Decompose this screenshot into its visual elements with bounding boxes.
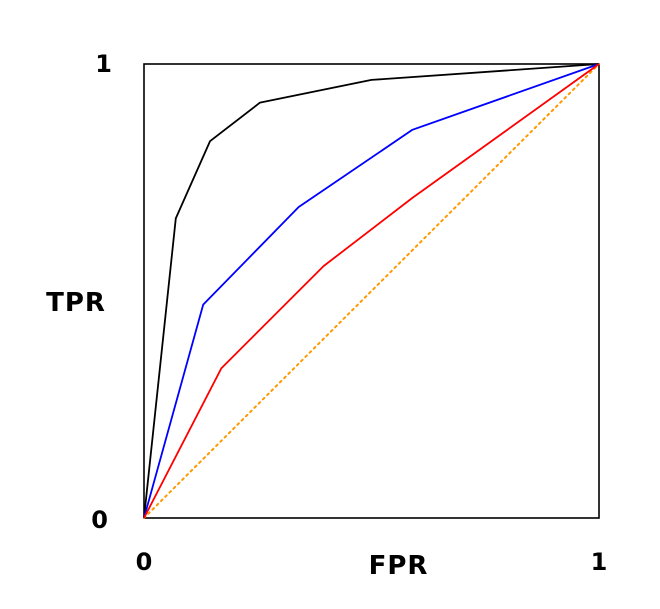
series-line-3 bbox=[143, 63, 600, 519]
y-tick-label-top: 1 bbox=[95, 50, 112, 78]
x-tick-label-left: 0 bbox=[136, 548, 153, 576]
x-tick-label-right: 1 bbox=[591, 548, 608, 576]
series-layer bbox=[143, 63, 600, 519]
x-axis-label: FPR bbox=[369, 551, 429, 581]
series-line-1 bbox=[143, 63, 600, 519]
series-line-4 bbox=[143, 63, 600, 519]
y-tick-label-bottom: 0 bbox=[91, 506, 108, 534]
series-line-2 bbox=[143, 63, 600, 519]
y-axis-label: TPR bbox=[46, 288, 106, 318]
plot-frame bbox=[143, 63, 600, 519]
